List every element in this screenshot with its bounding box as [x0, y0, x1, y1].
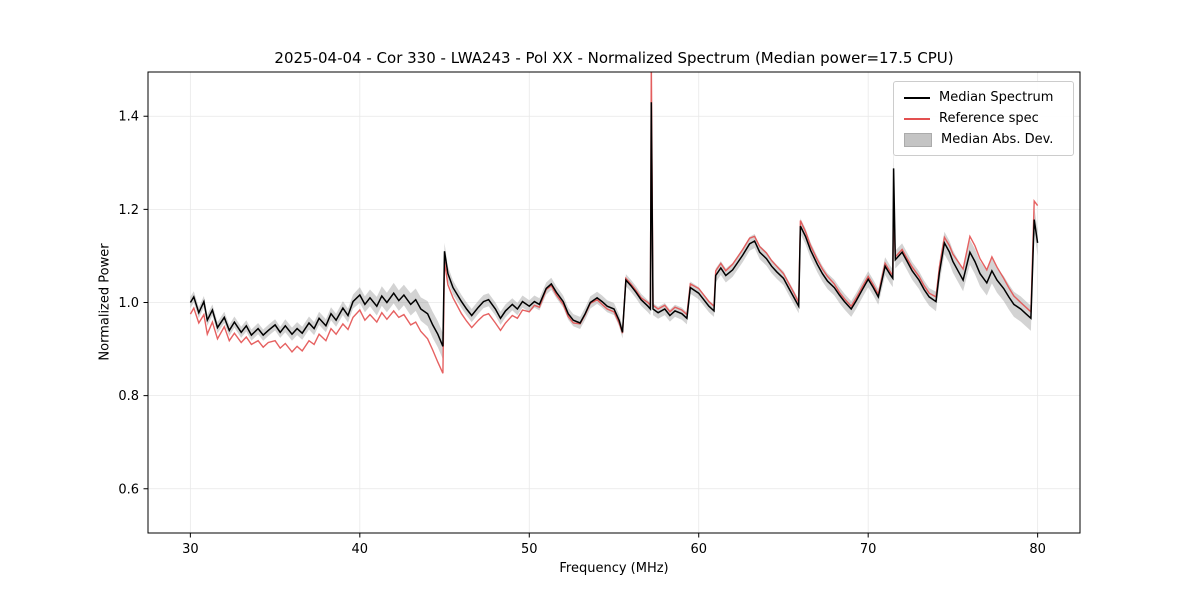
- legend: Median Spectrum Reference spec Median Ab…: [893, 81, 1074, 156]
- legend-label-median-spectrum: Median Spectrum: [939, 90, 1054, 105]
- legend-label-reference-spec: Reference spec: [939, 111, 1039, 126]
- svg-text:40: 40: [352, 542, 369, 557]
- y-axis-label: Normalized Power: [97, 243, 113, 361]
- svg-text:50: 50: [521, 542, 538, 557]
- svg-text:80: 80: [1029, 542, 1046, 557]
- svg-text:1.2: 1.2: [118, 203, 139, 218]
- median-spectrum-line-swatch: [904, 96, 930, 99]
- plot-title: 2025-04-04 - Cor 330 - LWA243 - Pol XX -…: [274, 49, 954, 67]
- svg-text:30: 30: [182, 542, 199, 557]
- svg-text:1.0: 1.0: [118, 296, 139, 311]
- svg-text:0.6: 0.6: [118, 482, 139, 497]
- svg-text:60: 60: [690, 542, 707, 557]
- svg-text:0.8: 0.8: [118, 389, 139, 404]
- legend-label-median-abs-dev: Median Abs. Dev.: [941, 132, 1054, 147]
- reference-spec-line-swatch: [904, 117, 930, 120]
- svg-text:1.4: 1.4: [118, 110, 139, 125]
- x-axis-label: Frequency (MHz): [559, 561, 669, 576]
- median-abs-dev-patch-swatch: [904, 132, 932, 147]
- legend-item-median-spectrum: Median Spectrum: [904, 90, 1063, 105]
- legend-item-reference-spec: Reference spec: [904, 111, 1063, 126]
- svg-text:70: 70: [860, 542, 877, 557]
- legend-item-median-abs-dev: Median Abs. Dev.: [904, 132, 1063, 147]
